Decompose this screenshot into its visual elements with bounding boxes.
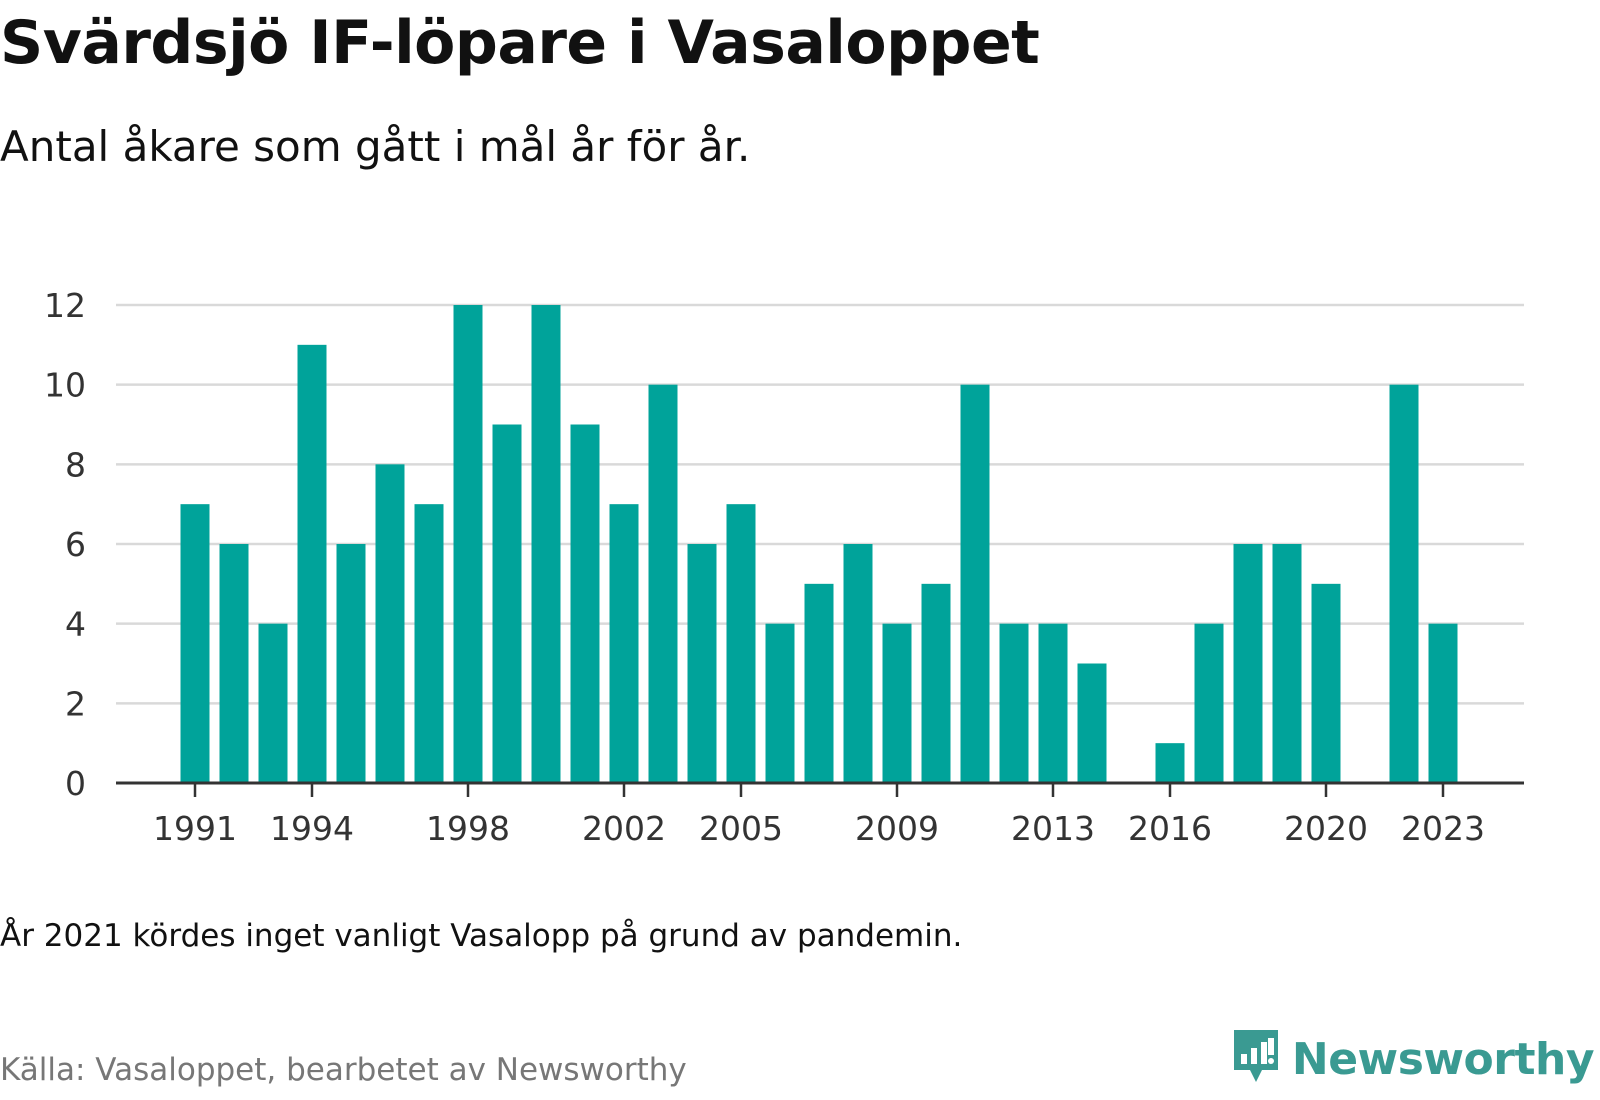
x-tick-label: 2020: [1284, 809, 1368, 848]
bar-1993: [258, 623, 288, 783]
x-tick-label: 2005: [699, 809, 783, 848]
bar-2022: [1389, 384, 1419, 783]
source-text: Källa: Vasaloppet, bearbetet av Newswort…: [0, 1052, 687, 1088]
bar-1994: [297, 344, 327, 783]
y-tick-label: 12: [44, 286, 86, 325]
x-tick-label: 2016: [1128, 809, 1212, 848]
y-tick-label: 0: [65, 764, 86, 803]
chart-note: År 2021 kördes inget vanligt Vasalopp på…: [0, 918, 963, 954]
x-tick-label: 2013: [1011, 809, 1095, 848]
x-tick-label: 2023: [1401, 809, 1485, 848]
bar-2020: [1311, 583, 1341, 783]
bar-2007: [804, 583, 834, 783]
x-tick-label: 1991: [153, 809, 237, 848]
bar-2010: [921, 583, 951, 783]
y-tick-label: 6: [65, 525, 86, 564]
y-tick-label: 4: [65, 605, 86, 644]
bar-1992: [219, 544, 249, 783]
bar-2019: [1272, 544, 1302, 783]
bar-2014: [1077, 663, 1107, 783]
bar-1999: [492, 424, 522, 783]
bar-1998: [453, 305, 483, 783]
bar-2002: [609, 504, 639, 783]
x-axis-ticks: 1991 1994 1998 2002 2005 2009 2013 2016 2020 2023: [153, 783, 1485, 848]
bar-2005: [726, 504, 756, 783]
y-tick-label: 2: [65, 684, 86, 723]
bar-2008: [843, 544, 873, 783]
bar-2017: [1194, 623, 1224, 783]
bar-2000: [531, 305, 561, 783]
y-tick-label: 8: [65, 445, 86, 484]
x-tick-label: 1994: [270, 809, 354, 848]
bar-2003: [648, 384, 678, 783]
brand-logo: Newsworthy: [1230, 1028, 1595, 1090]
bar-1997: [414, 504, 444, 783]
y-axis-ticks: 0 2 4 6 8 10 12: [44, 286, 86, 803]
bar-2023: [1428, 623, 1458, 783]
bar-2016: [1155, 743, 1185, 783]
bar-2018: [1233, 544, 1263, 783]
bar-1991: [180, 504, 210, 783]
x-tick-label: 2002: [582, 809, 666, 848]
bar-2001: [570, 424, 600, 783]
bar-1996: [375, 464, 405, 783]
bar-2013: [1038, 623, 1068, 783]
bar-2012: [999, 623, 1029, 783]
chart-subtitle: Antal åkare som gått i mål år för år.: [0, 122, 751, 171]
bars: [180, 305, 1458, 783]
y-tick-label: 10: [44, 366, 86, 405]
bar-2011: [960, 384, 990, 783]
x-tick-label: 1998: [426, 809, 510, 848]
x-tick-label: 2009: [855, 809, 939, 848]
bar-2004: [687, 544, 717, 783]
brand-name: Newsworthy: [1291, 1033, 1595, 1085]
bar-2006: [765, 623, 795, 783]
newsworthy-logo-icon: [1230, 1028, 1282, 1090]
chart-title: Svärdsjö IF-löpare i Vasaloppet: [0, 8, 1040, 78]
bar-2009: [882, 623, 912, 783]
bar-1995: [336, 544, 366, 783]
bar-chart: 0 2 4 6 8 10 12 1991 1994 1998 2002 2005 2009 2013 20…: [44, 286, 1524, 848]
